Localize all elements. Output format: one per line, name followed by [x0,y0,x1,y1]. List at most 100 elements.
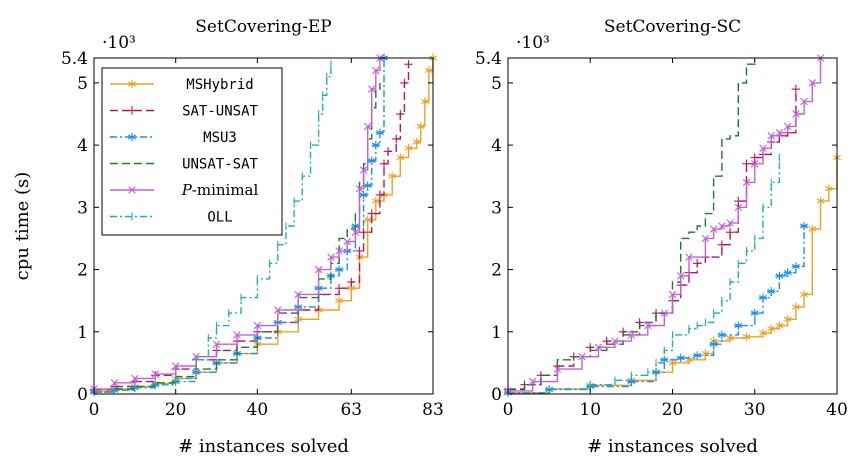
data-point [388,172,397,181]
x-tick-label: 0 [503,400,514,420]
y-tick-label: 0 [491,385,502,405]
legend-label: OLL [207,210,232,226]
data-point [709,340,718,349]
data-point [294,290,302,299]
data-point [660,309,669,317]
data-point [734,196,743,206]
data-point [404,60,413,69]
plot-frame [93,57,434,395]
y-tick-label: 2 [77,261,88,281]
legend-entry: MSU3 [110,130,237,146]
y-tick-label: 5 [77,74,88,94]
data-point [404,144,413,153]
x-axis-label: # instances solved [587,436,758,457]
data-point [383,147,393,156]
data-point [692,351,702,360]
chart-panel-setcovering-ep: SetCovering-EP ·10³ 0 1 2 3 4 5 5.4 0 20 40 63 83 # in… [12,17,444,457]
data-point [783,268,792,277]
y-axis-label: cpu time (s) [12,172,33,281]
data-point [767,324,776,333]
series-p-minimal [504,54,825,395]
data-point [420,97,429,106]
data-point [725,228,735,237]
data-point [783,122,792,131]
legend-box [101,67,283,236]
data-point [726,219,734,227]
legend-entry: UNSAT-SAT [110,157,259,173]
data-point [371,196,380,206]
data-point [335,247,343,255]
legend-label: UNSAT-SAT [182,157,258,173]
legend: MSHybrid SAT-UNSAT MSU3 UNSAT-SAT P-minimal O… [101,67,283,236]
data-point [371,140,381,150]
x-tick-label: 20 [662,400,684,420]
data-point [791,302,800,312]
data-point [110,379,119,387]
data-point [212,340,221,348]
chart-panel-setcovering-sc: SetCovering-SC ·10³ 0 1 2 3 4 5 5.4 0 10 20 30 40 # in… [475,17,848,457]
data-point [767,287,776,296]
data-point [791,84,801,94]
data-point [791,262,801,271]
data-point [767,132,775,140]
data-point [131,374,139,383]
series-oll [93,60,332,396]
data-point [775,128,784,137]
x-tick-label: 63 [340,400,362,420]
data-point [363,215,372,224]
data-point [367,85,376,93]
data-point [343,237,351,246]
series-line [508,61,756,390]
data-point [400,78,409,88]
data-point [799,221,809,231]
data-point [660,355,669,364]
data-point [800,290,809,299]
data-point [676,353,685,363]
x-tick-label: 40 [826,400,848,420]
data-point [668,290,677,299]
data-point [171,362,180,370]
data-point [692,259,702,268]
data-point [363,122,372,131]
data-point [355,184,364,193]
data-point [750,308,759,318]
data-point [327,253,335,261]
data-point [627,331,636,339]
data-point [824,184,833,193]
data-point [750,153,759,162]
data-point [808,224,817,234]
data-point [334,265,344,274]
y-scale-multiplier: ·10³ [516,33,550,53]
data-point [412,137,421,147]
data-point [355,246,364,256]
data-point [233,331,241,339]
data-point [396,109,405,119]
y-tick-label: 1 [491,323,502,343]
data-point [359,166,368,174]
data-point [611,337,619,345]
series-msu3 [503,221,809,397]
legend-marker [127,132,137,142]
legend-label: P-minimal [181,181,259,199]
data-point [644,321,652,330]
y-tick-label: 3 [77,198,88,218]
data-point [367,156,376,165]
data-point [372,66,380,75]
x-tick-label: 0 [89,400,100,420]
data-point [709,225,718,233]
data-point [726,333,734,343]
y-tick-label: 5.4 [475,49,502,69]
data-point [742,178,751,187]
data-point [375,190,385,200]
x-axis-label: # instances solved [178,436,349,457]
legend-entry: MSHybrid [110,77,254,93]
data-point [151,370,160,378]
data-point [416,122,425,131]
data-point [379,159,389,168]
data-point [253,321,262,330]
legend-label: MSU3 [203,130,237,146]
x-tick-label: 83 [422,400,444,420]
y-tick-label: 4 [491,136,502,156]
data-point [335,296,343,305]
series-mshybrid [504,153,841,397]
